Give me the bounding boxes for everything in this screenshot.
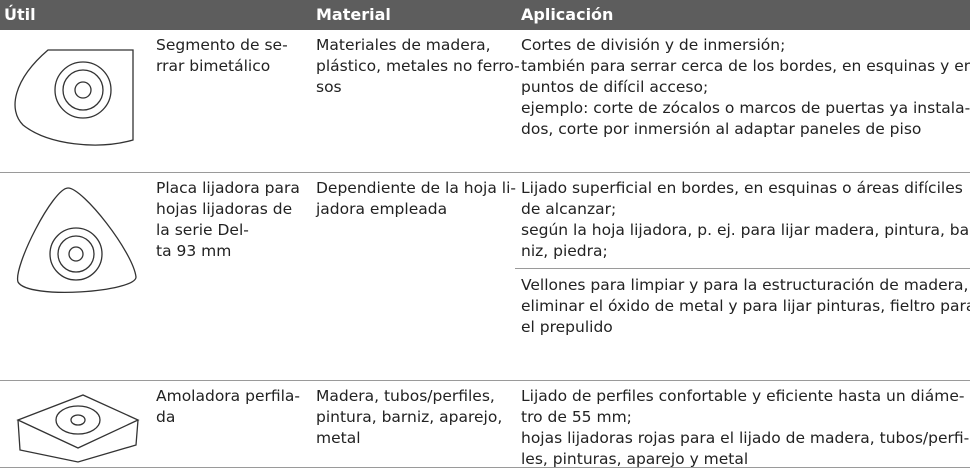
text-line: Placa lijadora para <box>156 179 300 197</box>
text-line: eliminar el óxido de metal y para lijar … <box>521 297 970 315</box>
text-line: sos <box>316 78 342 96</box>
text-line: les, pinturas, aparejo y metal <box>521 450 749 468</box>
tool-name: Segmento de se-rrar bimetálico <box>156 35 288 77</box>
text-line: Lijado de perfiles confortable y eficien… <box>521 387 965 405</box>
text-line: da <box>156 408 176 426</box>
text-line: también para serrar cerca de los bordes,… <box>521 57 970 75</box>
text-line: hojas lijadoras rojas para el lijado de … <box>521 429 970 447</box>
text-line: dos, corte por inmersión al adaptar pane… <box>521 120 922 138</box>
text-line: Lijado superficial en bordes, en esquina… <box>521 179 963 197</box>
table-header: Útil Material Aplicación <box>0 0 970 30</box>
tool-icon-segment <box>14 49 134 146</box>
application-block: Vellones para limpiar y para la estructu… <box>515 268 970 344</box>
text-line: ejemplo: corte de zócalos o marcos de pu… <box>521 99 970 117</box>
header-cell: Aplicación <box>521 5 614 24</box>
tool-name: Placa lijadora para hojas lijadoras de la … <box>156 178 300 262</box>
material: Madera, tubos/perfiles, pintura, barniz, … <box>316 386 502 449</box>
text-line: Amoladora perfila- <box>156 387 301 405</box>
text-line: según la hoja lijadora, p. ej. para lija… <box>521 221 970 239</box>
text-line: el prepulido <box>521 318 613 336</box>
tool-icon-delta <box>17 187 137 293</box>
text-line: Cortes de división y de inmersión; <box>521 36 786 54</box>
text-line: Segmento de se- <box>156 36 288 54</box>
application-block: Lijado de perfiles confortable y eficien… <box>521 386 969 476</box>
application: Lijado superficial en bordes, en esquina… <box>515 178 970 344</box>
header-cell: Material <box>316 5 391 24</box>
application: Lijado de perfiles confortable y eficien… <box>521 386 969 476</box>
application-block: Cortes de división y de inmersión; tambié… <box>521 35 970 146</box>
text-line: Materiales de madera, <box>316 36 491 54</box>
table-row: Amoladora perfila-da Madera, tubos/perfil… <box>0 381 970 468</box>
tool-name: Amoladora perfila-da <box>156 386 300 428</box>
text-line: Madera, tubos/perfiles, <box>316 387 495 405</box>
material: Materiales de madera, plástico, metales n… <box>316 35 520 98</box>
text-line: puntos de difícil acceso; <box>521 78 709 96</box>
text-line: hojas lijadoras de <box>156 200 293 218</box>
text-line: Vellones para limpiar y para la estructu… <box>521 276 969 294</box>
application-block: Lijado superficial en bordes, en esquina… <box>521 178 970 268</box>
text-line: ta 93 mm <box>156 242 232 260</box>
text-line: tro de 55 mm; <box>521 408 632 426</box>
material: Dependiente de la hoja li-jadora emplead… <box>316 178 516 220</box>
text-line: metal <box>316 429 361 447</box>
text-line: plástico, metales no ferro- <box>316 57 520 75</box>
text-line: de alcanzar; <box>521 200 617 218</box>
text-line: la serie Del- <box>156 221 249 239</box>
tool-icon-profile <box>16 394 140 463</box>
text-line: niz, piedra; <box>521 242 608 260</box>
text-line: rrar bimetálico <box>156 57 271 75</box>
text-line: Dependiente de la hoja li- <box>316 179 516 197</box>
header-cell: Útil <box>4 5 36 24</box>
text-line: jadora empleada <box>316 200 448 218</box>
table-row: Segmento de se-rrar bimetálico Materiales… <box>0 30 970 173</box>
text-line: pintura, barniz, aparejo, <box>316 408 503 426</box>
application: Cortes de división y de inmersión; tambié… <box>521 35 970 146</box>
table-row: Placa lijadora para hojas lijadoras de la … <box>0 173 970 381</box>
